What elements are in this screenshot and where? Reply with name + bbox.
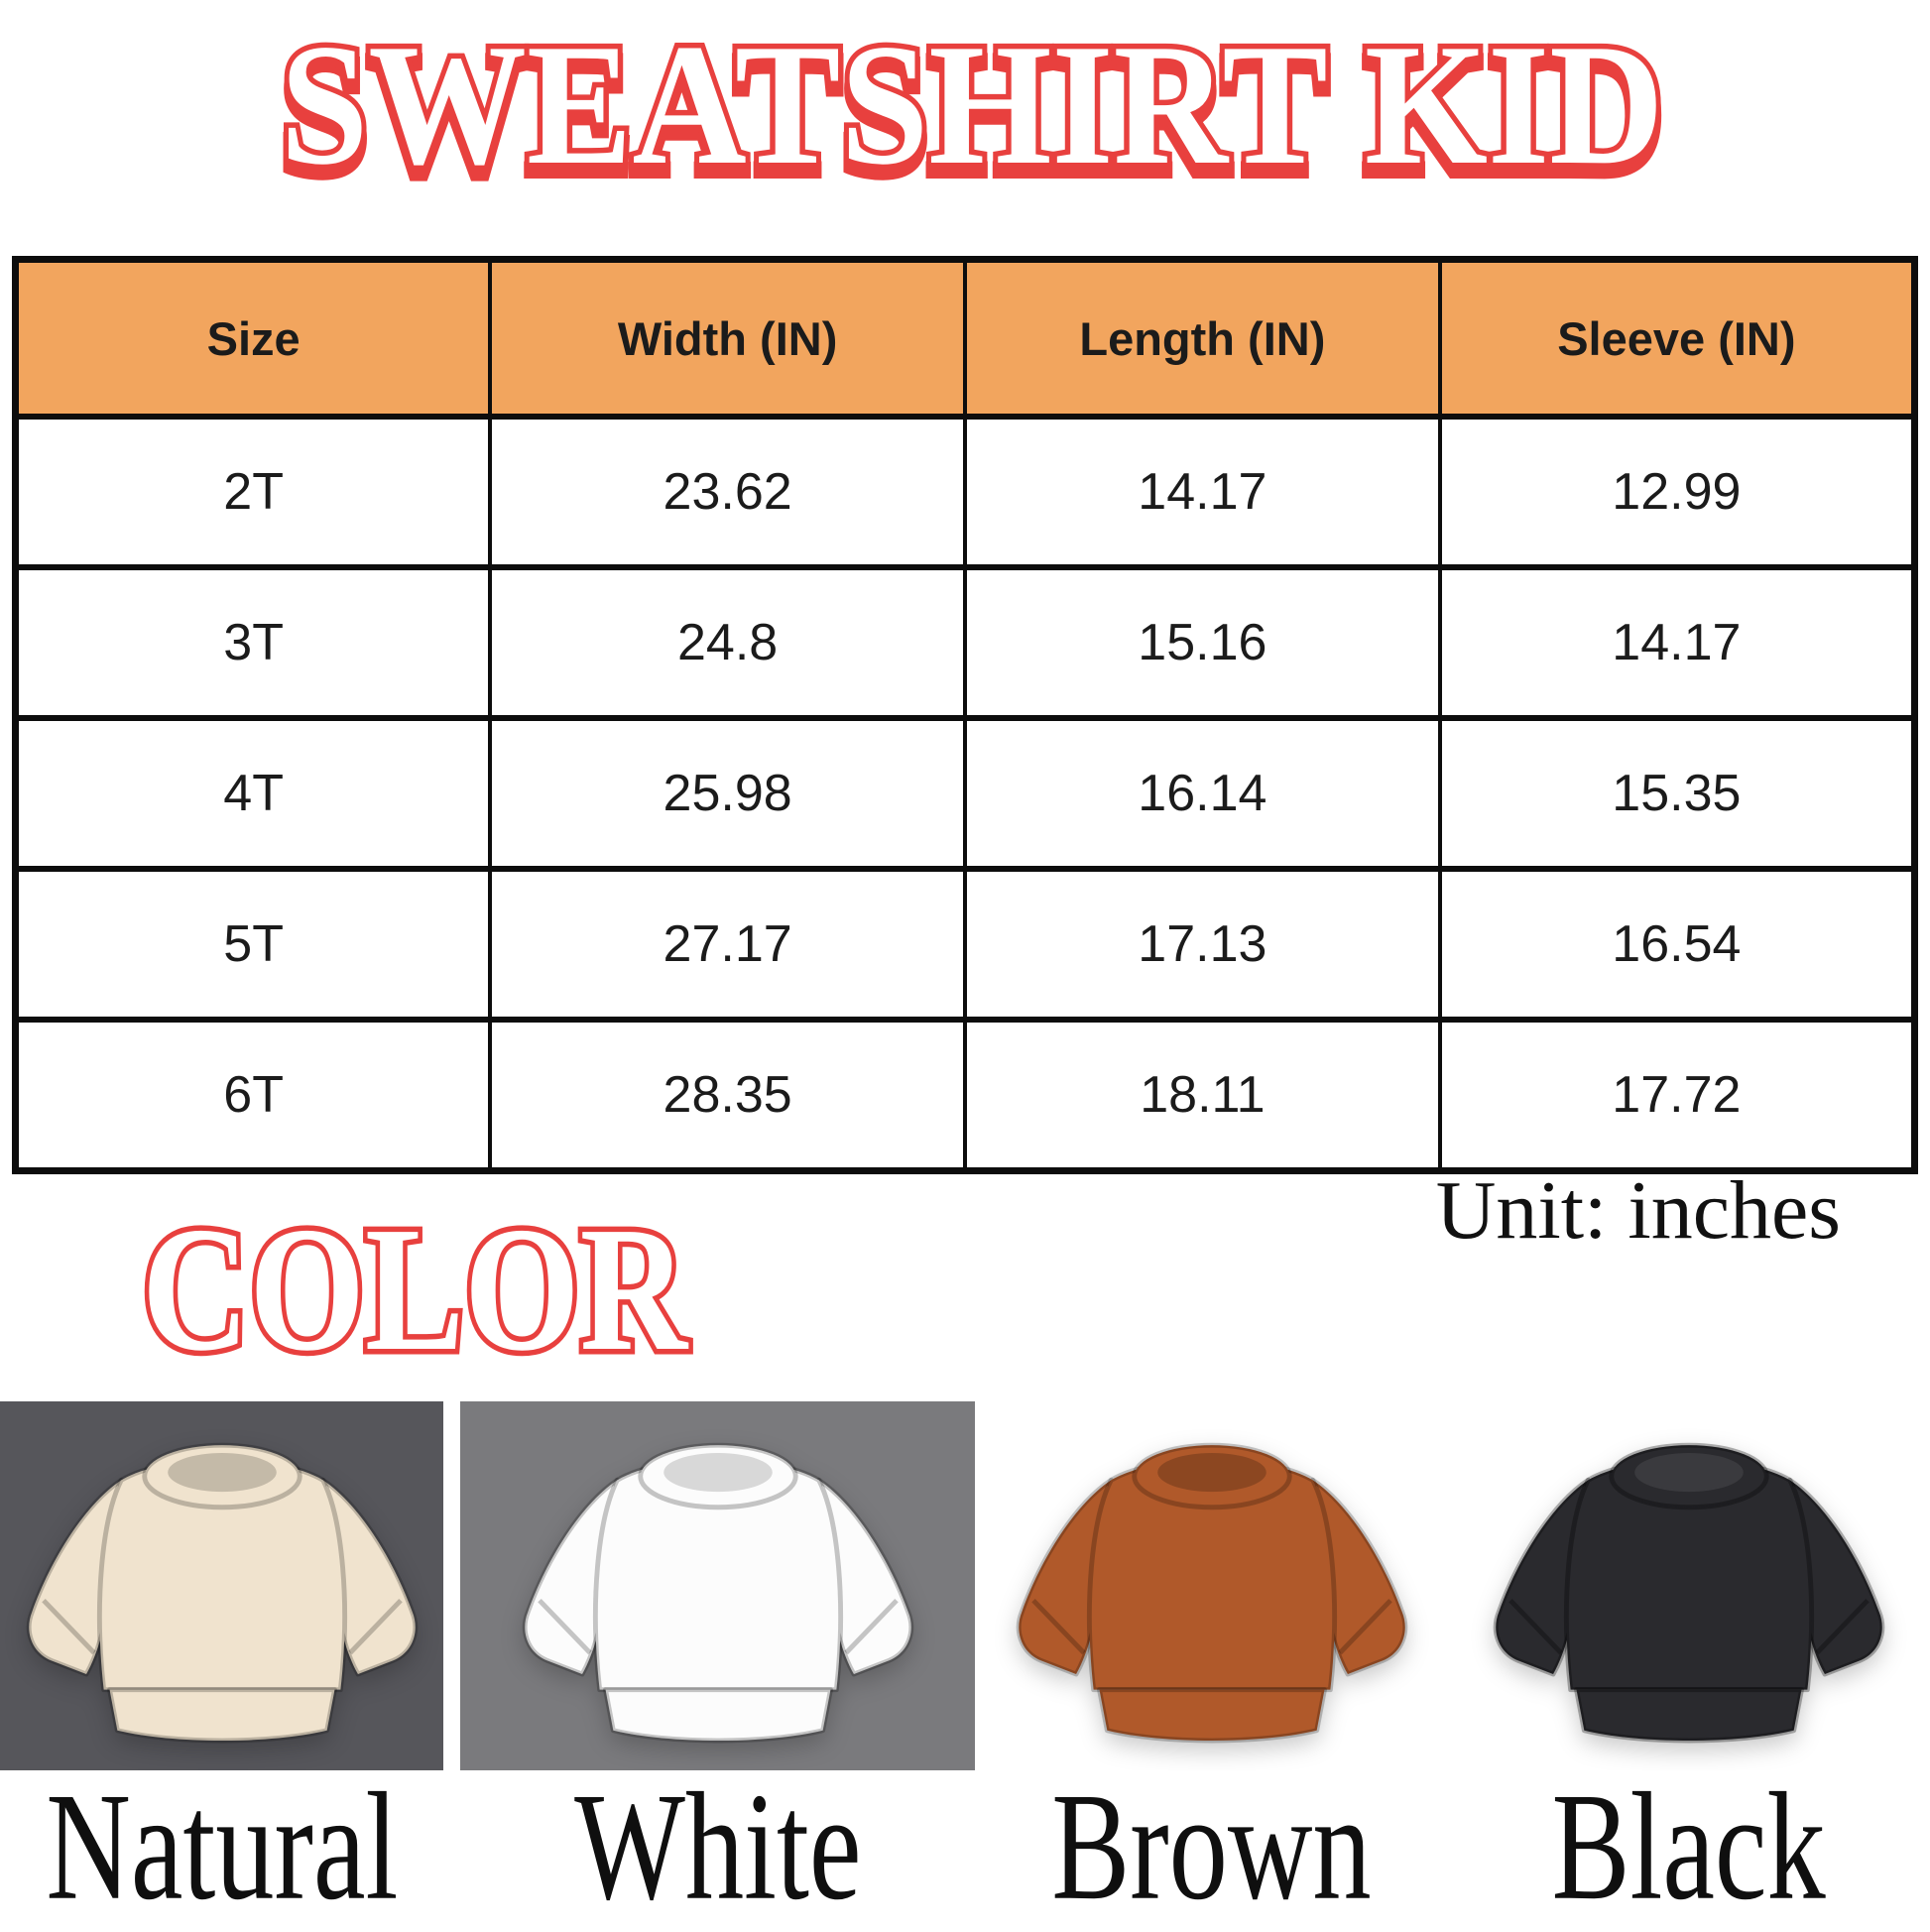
color-heading-art: COLOR: [137, 1202, 695, 1386]
collar-opening: [167, 1452, 277, 1493]
sweatshirt-white-image: [522, 1442, 913, 1744]
column-header-width: Width (IN): [488, 256, 967, 420]
color-label-brown-cell: Brown: [975, 1770, 1448, 1930]
cuff-seam-left: [537, 1598, 592, 1655]
collar-opening: [1634, 1452, 1744, 1493]
cell-width: 28.35: [488, 1017, 967, 1174]
cell-sleeve: 15.35: [1437, 715, 1917, 872]
column-header-sleeve: Sleeve (IN): [1437, 256, 1917, 420]
cuff-seam-left: [1508, 1598, 1563, 1655]
cuff-seam-right: [843, 1598, 899, 1655]
cell-length: 15.16: [963, 564, 1442, 721]
waistband: [1574, 1687, 1804, 1744]
collar-opening: [1156, 1452, 1267, 1493]
cell-sleeve: 16.54: [1437, 866, 1917, 1023]
cell-length: 14.17: [963, 414, 1442, 570]
cell-size: 2T: [13, 414, 493, 570]
color-heading: COLOR: [142, 1202, 689, 1386]
color-label-white-cell: White: [460, 1770, 975, 1930]
cuff-seam-right: [1337, 1598, 1392, 1655]
product-photo-natural: [0, 1401, 443, 1770]
page-title-art: SWEATSHIRT KID SWEATSHIRT KID: [275, 16, 1670, 216]
collar-opening: [663, 1452, 773, 1493]
table-row: 4T 25.98 16.14 15.35: [13, 715, 1917, 872]
cell-width: 27.17: [488, 866, 967, 1023]
column-header-length: Length (IN): [963, 256, 1442, 420]
table-row: 6T 28.35 18.11 17.72: [13, 1017, 1917, 1174]
cell-length: 17.13: [963, 866, 1442, 1023]
cell-width: 24.8: [488, 564, 967, 721]
cell-size: 6T: [13, 1017, 493, 1174]
sweatshirt-brown-image: [1016, 1442, 1407, 1744]
cuff-seam-right: [1815, 1598, 1870, 1655]
collar: [141, 1442, 302, 1510]
page-title: SWEATSHIRT KID: [281, 16, 1664, 200]
cell-width: 25.98: [488, 715, 967, 872]
collar: [1609, 1442, 1769, 1510]
waistband: [602, 1687, 833, 1744]
cell-size: 3T: [13, 564, 493, 721]
color-label-brown: Brown: [1051, 1761, 1372, 1932]
color-label-natural: Natural: [45, 1761, 399, 1932]
waistband: [1096, 1687, 1327, 1744]
table-row: 5T 27.17 17.13 16.54: [13, 866, 1917, 1023]
table-row: 3T 24.8 15.16 14.17: [13, 564, 1917, 721]
cell-sleeve: 12.99: [1437, 414, 1917, 570]
cell-length: 16.14: [963, 715, 1442, 872]
collar: [1131, 1442, 1292, 1510]
cuff-seam-left: [1030, 1598, 1086, 1655]
size-chart-header-row: Size Width (IN) Length (IN) Sleeve (IN): [13, 256, 1917, 420]
size-chart-table: Size Width (IN) Length (IN) Sleeve (IN) …: [12, 256, 1918, 1174]
cuff-seam-left: [41, 1598, 96, 1655]
table-row: 2T 23.62 14.17 12.99: [13, 414, 1917, 570]
cell-width: 23.62: [488, 414, 967, 570]
cell-size: 4T: [13, 715, 493, 872]
color-label-natural-cell: Natural: [0, 1770, 443, 1930]
color-label-black: Black: [1551, 1761, 1827, 1932]
page-title-shadow: SWEATSHIRT KID: [281, 18, 1664, 210]
product-photo-brown: [975, 1401, 1448, 1770]
cell-sleeve: 17.72: [1437, 1017, 1917, 1174]
waistband: [106, 1687, 337, 1744]
column-header-size: Size: [13, 256, 493, 420]
sweatshirt-black-image: [1493, 1442, 1885, 1744]
color-label-black-cell: Black: [1448, 1770, 1930, 1930]
product-photo-black: [1448, 1401, 1930, 1770]
cell-length: 18.11: [963, 1017, 1442, 1174]
product-photo-white: [460, 1401, 975, 1770]
cell-sleeve: 14.17: [1437, 564, 1917, 721]
cuff-seam-right: [347, 1598, 403, 1655]
collar: [637, 1442, 798, 1510]
color-label-white: White: [573, 1761, 862, 1932]
cell-size: 5T: [13, 866, 493, 1023]
unit-note: Unit: inches: [1435, 1164, 1841, 1257]
sweatshirt-natural-image: [26, 1442, 418, 1744]
